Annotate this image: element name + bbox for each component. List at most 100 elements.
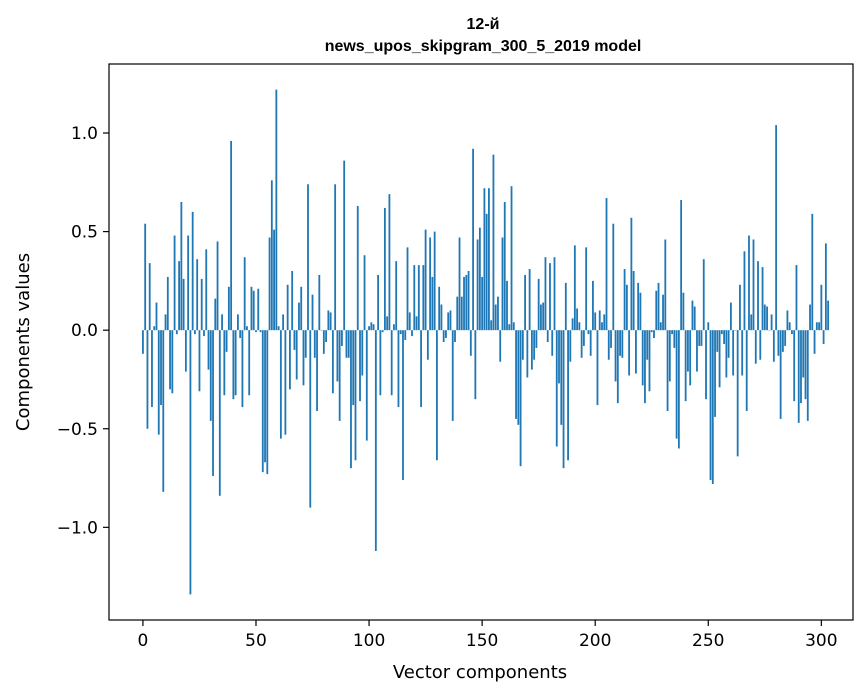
bar (441, 305, 443, 331)
y-tick-label: 1.0 (71, 124, 98, 144)
bar (461, 297, 463, 331)
bar (493, 155, 495, 330)
chart-title-line-2: news_upos_skipgram_300_5_2019 model (325, 38, 642, 55)
bar (827, 301, 829, 331)
bar (214, 299, 216, 331)
bar (312, 295, 314, 330)
bar (572, 318, 574, 330)
bar (578, 322, 580, 330)
bar (395, 261, 397, 330)
bar (542, 303, 544, 331)
bar (689, 330, 691, 385)
bar (278, 326, 280, 330)
bar (377, 275, 379, 330)
bar (755, 330, 757, 364)
bar (538, 279, 540, 330)
bar (196, 259, 198, 330)
bar (646, 330, 648, 360)
bar (284, 330, 286, 435)
bar (386, 316, 388, 330)
bar (481, 277, 483, 330)
bar (608, 330, 610, 360)
bar (400, 330, 402, 334)
bar (300, 287, 302, 330)
bar (235, 330, 237, 395)
bar (773, 330, 775, 362)
bar (178, 261, 180, 330)
bar (183, 279, 185, 330)
bar (696, 330, 698, 371)
bar (294, 330, 296, 350)
bar (334, 184, 336, 330)
bar (264, 330, 266, 462)
bar (275, 90, 277, 331)
bar (298, 303, 300, 331)
bar (330, 312, 332, 330)
bar (271, 180, 273, 330)
bar (793, 330, 795, 401)
bar (398, 330, 400, 407)
bar (425, 230, 427, 331)
bar (687, 330, 689, 371)
bar (447, 312, 449, 330)
bar (531, 330, 533, 369)
y-tick-label: 0.0 (71, 321, 98, 341)
bar (597, 330, 599, 405)
bar (569, 330, 571, 362)
bar (185, 330, 187, 371)
bar (606, 198, 608, 330)
bar (603, 314, 605, 330)
y-axis-label: Components values (13, 253, 34, 431)
x-tick-label: 100 (353, 631, 385, 651)
bar (642, 330, 644, 385)
chart-title-line-1: 12-й (467, 16, 500, 33)
bar (750, 314, 752, 330)
y-tick-label: 0.5 (71, 223, 98, 243)
bar (560, 330, 562, 425)
bar (678, 330, 680, 448)
bar (339, 330, 341, 421)
bar (730, 303, 732, 331)
bar (640, 293, 642, 330)
x-tick-label: 300 (805, 631, 837, 651)
bar (746, 330, 748, 411)
bar (291, 271, 293, 330)
bar (712, 330, 714, 484)
bar (513, 322, 515, 330)
bar (149, 263, 151, 330)
bar (721, 330, 723, 334)
bar (174, 236, 176, 331)
x-tick-label: 150 (466, 631, 498, 651)
bar (610, 330, 612, 348)
bar (574, 245, 576, 330)
bar (208, 330, 210, 369)
bar (147, 330, 149, 429)
bar (468, 271, 470, 330)
x-axis-label: Vector components (393, 662, 567, 683)
bar (667, 330, 669, 411)
bar (556, 330, 558, 446)
bar (766, 307, 768, 331)
bar (522, 330, 524, 360)
bar (352, 330, 354, 405)
bar (167, 277, 169, 330)
bar (411, 330, 413, 336)
bar (450, 310, 452, 330)
bar (199, 330, 201, 391)
bar (232, 330, 234, 399)
bar (653, 330, 655, 338)
bar (601, 322, 603, 330)
bar (187, 236, 189, 331)
bar (551, 330, 553, 356)
bar (823, 330, 825, 344)
bar (223, 330, 225, 395)
bar (753, 239, 755, 330)
bar (651, 330, 653, 332)
bar (615, 330, 617, 381)
bar (445, 330, 447, 338)
bar (784, 330, 786, 346)
bar (737, 330, 739, 456)
bar (816, 322, 818, 330)
bar (504, 202, 506, 330)
bar (237, 314, 239, 330)
